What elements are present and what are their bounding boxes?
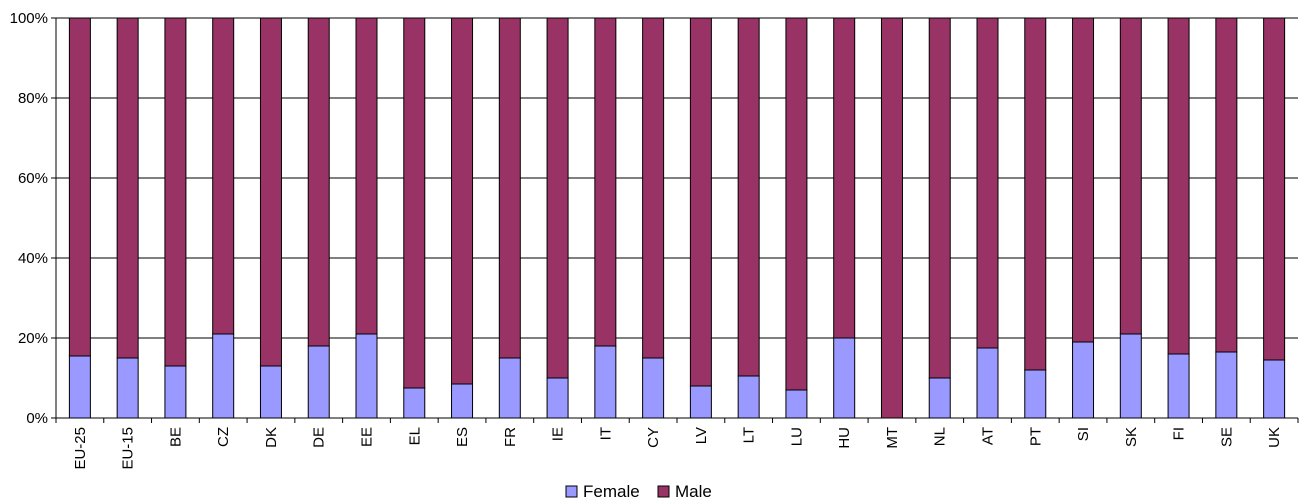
x-tick-label: MT <box>884 427 901 449</box>
bar-female-el <box>403 387 426 419</box>
bar-female-fr <box>498 357 521 419</box>
x-tick-label: SK <box>1123 427 1140 447</box>
bar-female-cz <box>212 333 235 419</box>
x-tick-label: UK <box>1266 427 1283 448</box>
x-tick-label: LU <box>788 427 805 446</box>
bar-male-fi <box>1167 17 1190 355</box>
bar-male-mt <box>880 17 903 419</box>
x-tick-label: EU-25 <box>72 427 89 470</box>
x-tick-label: IE <box>550 427 567 441</box>
x-axis: EU-25 EU-15 BE CZ DK DE EE EL ES FR IE IT CY LV LT LU HU… <box>55 417 1299 470</box>
x-tick-label: EU-15 <box>120 427 137 470</box>
x-tick-label: AT <box>980 427 997 445</box>
bar-male-lu <box>785 17 808 391</box>
bar-female-se <box>1215 351 1238 419</box>
bar-male-it <box>594 17 617 347</box>
bar-male-fr <box>498 17 521 359</box>
bar-female-si <box>1072 341 1095 419</box>
bar-female-pt <box>1024 369 1047 419</box>
x-tick-label: LV <box>693 427 710 444</box>
x-tick-label: EE <box>359 427 376 447</box>
bar-male-ie <box>546 17 569 379</box>
bar-female-sk <box>1119 333 1142 419</box>
bar-female-dk <box>259 365 282 419</box>
x-tick-label: EL <box>406 427 423 445</box>
bar-female-at <box>976 347 999 419</box>
bar-male-lt <box>737 17 760 377</box>
bar-male-ee <box>355 17 378 335</box>
x-tick-label: PT <box>1027 427 1044 446</box>
bar-female-eu-25 <box>68 355 91 419</box>
x-tick-label: HU <box>836 427 853 449</box>
bars <box>68 17 1286 419</box>
bar-female-fi <box>1167 353 1190 419</box>
bar-female-de <box>307 345 330 419</box>
bar-male-el <box>403 17 426 389</box>
x-tick-label: DE <box>311 427 328 448</box>
x-tick-label: FR <box>502 427 519 447</box>
bar-male-cz <box>212 17 235 335</box>
bar-male-be <box>164 17 187 367</box>
y-tick-label: 60% <box>18 170 48 187</box>
x-tick-label: BE <box>167 427 184 447</box>
bar-female-es <box>451 383 474 419</box>
bar-male-eu-25 <box>68 17 91 357</box>
bar-male-de <box>307 17 330 347</box>
bar-male-nl <box>928 17 951 379</box>
x-tick-label: SE <box>1218 427 1235 447</box>
bar-male-si <box>1072 17 1095 343</box>
bar-female-eu-15 <box>116 357 139 419</box>
bar-female-cy <box>642 357 665 419</box>
x-tick-label: LT <box>741 427 758 443</box>
x-tick-label: ES <box>454 427 471 447</box>
bar-female-it <box>594 345 617 419</box>
bar-male-eu-15 <box>116 17 139 359</box>
y-tick-label: 100% <box>10 10 48 27</box>
x-tick-label: IT <box>597 427 614 440</box>
bar-female-ie <box>546 377 569 419</box>
legend-label-female: Female <box>583 482 640 501</box>
bar-male-dk <box>259 17 282 367</box>
bar-male-cy <box>642 17 665 359</box>
bar-female-be <box>164 365 187 419</box>
legend-swatch-male <box>657 485 670 498</box>
x-tick-label: DK <box>263 427 280 448</box>
x-tick-label: FI <box>1171 427 1188 440</box>
y-tick-label: 0% <box>26 410 48 427</box>
bar-female-hu <box>833 337 856 419</box>
bar-female-lu <box>785 389 808 419</box>
bar-male-lv <box>689 17 712 387</box>
y-tick-label: 80% <box>18 90 48 107</box>
bar-male-at <box>976 17 999 349</box>
bar-male-uk <box>1263 17 1286 361</box>
legend-label-male: Male <box>675 482 712 501</box>
bar-male-hu <box>833 17 856 339</box>
gridlines <box>56 17 1298 419</box>
bar-male-sk <box>1119 17 1142 335</box>
x-tick-label: CY <box>645 427 662 448</box>
bar-female-nl <box>928 377 951 419</box>
bar-male-es <box>451 17 474 385</box>
bar-male-pt <box>1024 17 1047 371</box>
legend-swatch-female <box>565 485 578 498</box>
bar-female-ee <box>355 333 378 419</box>
bar-female-uk <box>1263 359 1286 419</box>
x-tick-label: CZ <box>215 427 232 447</box>
legend: Female Male <box>565 482 712 501</box>
x-tick-label: SI <box>1075 427 1092 441</box>
bar-female-lt <box>737 375 760 419</box>
bar-female-lv <box>689 385 712 419</box>
bar-male-se <box>1215 17 1238 353</box>
x-tick-label: NL <box>932 427 949 446</box>
y-axis: 0% 20% 40% 60% 80% 100% <box>10 10 57 427</box>
y-tick-label: 40% <box>18 250 48 267</box>
y-tick-label: 20% <box>18 330 48 347</box>
